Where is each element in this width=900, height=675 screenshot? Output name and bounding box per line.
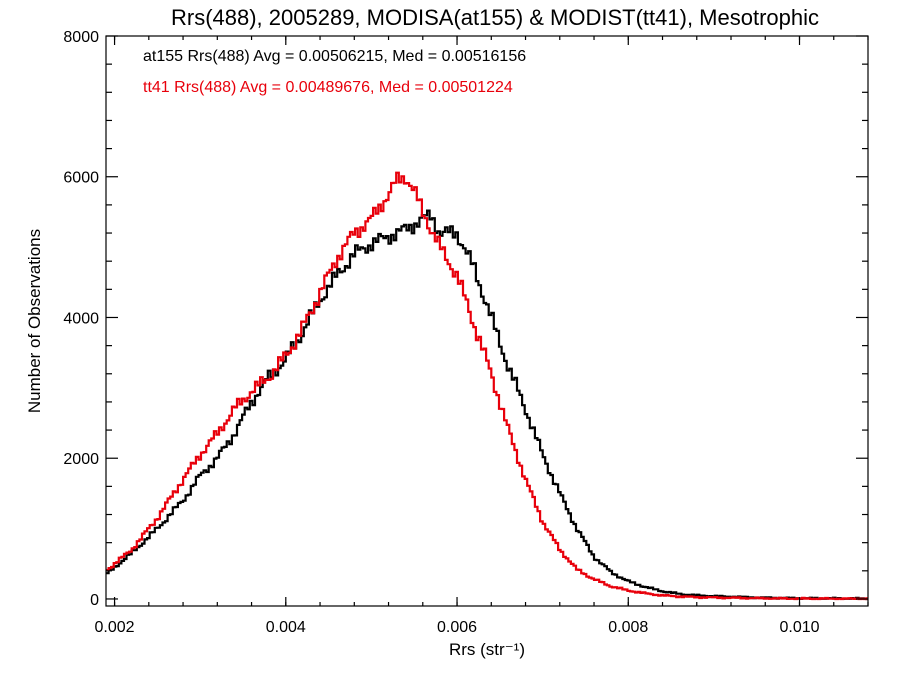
- x-tick-label: 0.010: [779, 619, 819, 636]
- y-tick-label: 2000: [63, 451, 99, 468]
- series-line-tt41: [106, 171, 868, 601]
- plot-series: [106, 171, 868, 601]
- series-line-at155: [106, 209, 868, 601]
- y-tick-label: 6000: [63, 170, 99, 187]
- x-axis-label: Rrs (str⁻¹): [449, 640, 525, 659]
- x-tick-label: 0.008: [608, 619, 648, 636]
- x-tick-label: 0.002: [95, 619, 135, 636]
- y-axis-ticks: 0 2000 4000 6000 8000: [63, 29, 868, 609]
- legend-entry-at155: at155 Rrs(488) Avg = 0.00506215, Med = 0…: [143, 48, 526, 65]
- x-axis-ticks: 0.002 0.004 0.006 0.008 0.010: [95, 36, 869, 636]
- plot-frame: [105, 35, 869, 607]
- x-tick-label: 0.006: [437, 619, 477, 636]
- y-tick-label: 8000: [63, 29, 99, 46]
- chart-title: Rrs(488), 2005289, MODISA(at155) & MODIS…: [171, 5, 819, 30]
- y-tick-label: 0: [90, 592, 99, 609]
- x-tick-label: 0.004: [266, 619, 306, 636]
- y-axis-label: Number of Observations: [25, 229, 44, 413]
- legend-entry-tt41: tt41 Rrs(488) Avg = 0.00489676, Med = 0.…: [143, 79, 513, 96]
- y-tick-label: 4000: [63, 310, 99, 327]
- legend: at155 Rrs(488) Avg = 0.00506215, Med = 0…: [143, 48, 526, 96]
